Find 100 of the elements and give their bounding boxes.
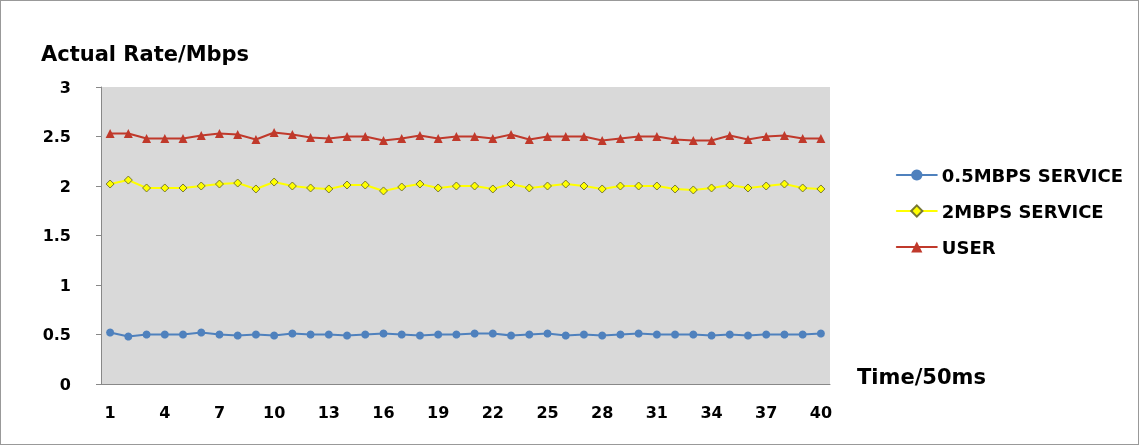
point xyxy=(415,331,424,340)
point xyxy=(324,184,334,194)
point xyxy=(543,132,553,141)
point xyxy=(269,177,279,187)
point xyxy=(634,132,644,141)
point xyxy=(561,132,571,141)
legend-label: USER xyxy=(941,236,996,258)
point xyxy=(123,175,133,185)
point xyxy=(160,133,170,143)
point xyxy=(707,135,717,145)
x-tick-label: 22 xyxy=(481,402,504,422)
y-tick-label: 1.5 xyxy=(42,226,71,245)
point xyxy=(287,181,297,191)
point xyxy=(378,135,388,145)
point xyxy=(306,132,316,142)
point xyxy=(798,330,807,339)
point xyxy=(597,135,607,145)
point xyxy=(214,179,224,189)
point xyxy=(543,329,552,338)
point xyxy=(798,133,808,143)
point xyxy=(360,132,370,141)
point xyxy=(597,184,607,194)
point xyxy=(105,179,115,189)
x-tick-label: 13 xyxy=(317,402,340,422)
x-tick-label: 4 xyxy=(159,402,171,422)
point xyxy=(142,330,151,339)
point xyxy=(269,128,279,138)
point xyxy=(105,129,115,139)
point xyxy=(761,132,771,141)
point xyxy=(378,186,388,196)
point xyxy=(415,131,425,141)
point xyxy=(124,332,133,341)
x-tick-label: 37 xyxy=(755,402,778,422)
point xyxy=(451,181,461,191)
point xyxy=(707,331,716,340)
point xyxy=(434,330,443,339)
x-tick-label: 16 xyxy=(372,402,395,422)
point xyxy=(214,129,224,139)
point xyxy=(744,331,752,340)
x-tick-label: 10 xyxy=(263,402,286,422)
y-tick-label: 2 xyxy=(59,176,71,196)
y-tick-label: 0.5 xyxy=(42,325,71,344)
point xyxy=(178,183,188,193)
point xyxy=(524,183,534,193)
point xyxy=(561,331,570,340)
legend-label: 0.5MBPS SERVICE xyxy=(941,164,1124,186)
point xyxy=(470,181,480,191)
point xyxy=(488,329,497,338)
point xyxy=(616,330,625,339)
point xyxy=(215,330,224,339)
point xyxy=(379,329,388,338)
point xyxy=(652,330,661,339)
point xyxy=(178,133,188,143)
point xyxy=(415,179,425,189)
point xyxy=(142,183,152,193)
point xyxy=(652,132,662,141)
point xyxy=(451,132,461,141)
point xyxy=(725,330,734,339)
legend-label: 2MBPS SERVICE xyxy=(941,200,1104,222)
point xyxy=(579,181,589,191)
point xyxy=(543,181,553,191)
y-tick-label: 1 xyxy=(59,275,71,295)
point xyxy=(488,133,498,143)
point xyxy=(506,130,516,140)
point xyxy=(470,132,480,141)
point xyxy=(688,135,698,145)
point xyxy=(634,329,643,338)
point xyxy=(615,133,625,143)
point xyxy=(196,131,206,141)
point xyxy=(324,330,333,339)
point xyxy=(433,133,443,143)
point xyxy=(433,183,443,193)
point xyxy=(779,179,789,189)
point xyxy=(670,134,680,144)
point xyxy=(361,330,370,339)
point xyxy=(397,133,407,143)
point xyxy=(671,330,680,339)
point xyxy=(233,130,243,140)
point xyxy=(816,133,826,143)
point xyxy=(233,331,242,340)
point xyxy=(689,330,698,339)
y-tick-label: 2.5 xyxy=(42,127,71,146)
point xyxy=(197,328,206,337)
point xyxy=(360,180,370,190)
y-axis-title: Actual Rate/Mbps xyxy=(41,41,250,66)
point xyxy=(761,181,771,191)
point xyxy=(251,330,260,339)
point xyxy=(287,130,297,140)
point xyxy=(725,131,735,141)
point xyxy=(707,183,717,193)
x-tick-label: 28 xyxy=(591,402,614,422)
point xyxy=(652,181,662,191)
point xyxy=(342,180,352,190)
x-tick-label: 1 xyxy=(104,402,116,422)
point xyxy=(743,183,753,193)
x-tick-label: 40 xyxy=(809,402,833,422)
point xyxy=(233,178,243,188)
y-tick-label: 0 xyxy=(59,374,71,394)
point xyxy=(688,185,698,195)
point xyxy=(123,129,133,139)
